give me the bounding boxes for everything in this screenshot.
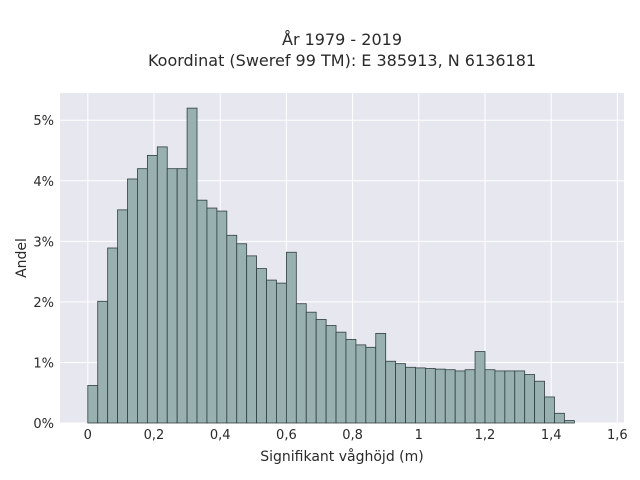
x-tick-label: 0,4: [210, 428, 231, 443]
chart-title-line2: Koordinat (Sweref 99 TM): E 385913, N 61…: [148, 51, 536, 70]
x-axis-ticks: 0 0,2 0,4 0,6 0,8 1 1,2 1,4 1,6: [84, 428, 628, 443]
histogram-bar: [564, 420, 575, 424]
histogram-bar: [454, 370, 466, 424]
y-axis-ticks: 0% 1% 2% 3% 4% 5%: [33, 114, 54, 432]
histogram-bar: [484, 369, 496, 424]
histogram-bar: [425, 368, 436, 424]
histogram-bar: [405, 366, 416, 424]
histogram-bar: [246, 255, 258, 424]
x-tick-label: 0,6: [276, 428, 297, 443]
y-axis-label: Andel: [14, 238, 30, 278]
histogram-bar: [434, 368, 446, 424]
x-tick-label: 1,4: [541, 428, 562, 443]
histogram-bar: [325, 325, 337, 424]
histogram-bar: [117, 209, 128, 424]
x-tick-label: 0,8: [342, 428, 363, 443]
histogram-bar: [266, 279, 277, 424]
y-tick-label: 4%: [33, 175, 54, 190]
histogram-bar: [127, 178, 138, 424]
histogram-bar: [494, 370, 506, 424]
histogram-bar: [385, 360, 397, 424]
histogram-bar: [285, 251, 297, 424]
histogram-bar: [216, 210, 228, 424]
histogram-bar: [166, 168, 178, 424]
histogram-bar: [236, 243, 248, 424]
histogram-bar: [107, 247, 118, 424]
histogram-bar: [395, 363, 406, 424]
histogram-bar: [534, 380, 545, 424]
histogram-bar: [554, 412, 565, 424]
y-tick-label: 2%: [33, 296, 54, 311]
histogram-bar: [97, 300, 109, 424]
histogram-bar: [226, 234, 238, 424]
bars-group: [87, 107, 575, 424]
y-tick-label: 1%: [33, 356, 54, 371]
histogram-bar: [256, 268, 267, 424]
histogram-bar: [464, 369, 476, 424]
histogram-bar: [276, 282, 287, 424]
x-tick-label: 1,6: [607, 428, 628, 443]
histogram-bar: [524, 374, 536, 424]
histogram-bar: [305, 311, 317, 424]
x-tick-label: 0,2: [144, 428, 165, 443]
y-tick-label: 5%: [33, 114, 54, 129]
histogram-bar: [196, 199, 208, 424]
histogram-bar: [375, 332, 387, 424]
histogram-bar: [514, 370, 526, 424]
histogram-bar: [146, 154, 158, 424]
histogram-bar: [87, 385, 99, 424]
histogram-bar: [176, 168, 188, 424]
histogram-bar: [206, 207, 218, 424]
histogram-bar: [335, 331, 347, 424]
x-axis-label: Signifikant våghöjd (m): [260, 448, 423, 465]
y-tick-label: 0%: [33, 417, 54, 432]
histogram-bar: [315, 319, 327, 424]
chart-title-line1: År 1979 - 2019: [282, 30, 402, 49]
x-tick-label: 1,2: [475, 428, 496, 443]
histogram-bar: [444, 369, 456, 424]
x-tick-label: 0: [84, 428, 92, 443]
histogram-bar: [365, 346, 377, 424]
x-tick-label: 1: [415, 428, 423, 443]
histogram-bar: [544, 396, 555, 424]
histogram-bar: [355, 344, 367, 424]
histogram-bar: [474, 351, 486, 424]
histogram-bar: [415, 367, 426, 424]
histogram-bar: [137, 168, 148, 424]
histogram-bar: [504, 370, 516, 424]
histogram-bar: [345, 339, 357, 424]
histogram-bar: [156, 146, 168, 424]
y-tick-label: 3%: [33, 235, 54, 250]
histogram-bar: [186, 107, 198, 424]
histogram-bar: [295, 303, 307, 424]
